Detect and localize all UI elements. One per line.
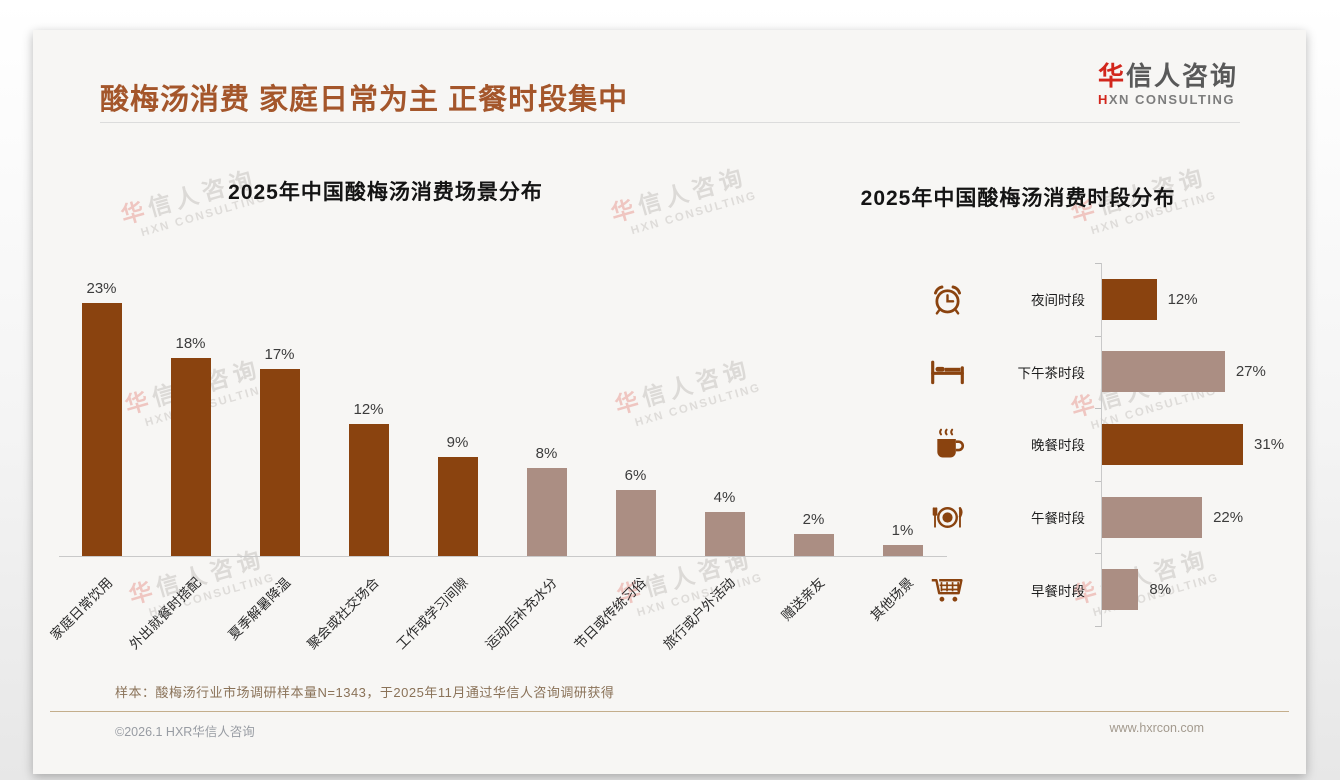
daypart-bar-value-label: 12% bbox=[1167, 290, 1198, 308]
scene-bar-column: 18% bbox=[146, 296, 235, 556]
daypart-bar-chart: 夜间时段 12% 下午茶时段 27% 晚餐时段 31% 午餐时段 22% 早餐时段 8% bbox=[921, 263, 1303, 627]
scene-bar-column: 9% bbox=[413, 296, 502, 556]
logo-name-rest: 信人咨询 bbox=[1125, 61, 1238, 91]
scene-bar-column: 17% bbox=[235, 296, 324, 556]
footer-divider bbox=[50, 711, 1289, 712]
sample-note: 样本：酸梅汤行业市场调研样本量N=1343，于2025年11月通过华信人咨询调研… bbox=[115, 685, 615, 700]
scene-bar bbox=[704, 512, 745, 556]
scene-bar-value-label: 12% bbox=[353, 401, 384, 418]
shopping-cart-icon bbox=[921, 571, 973, 608]
daypart-category-label: 早餐时段 bbox=[1031, 583, 1085, 599]
daypart-bar bbox=[1102, 496, 1203, 538]
scene-chart-category-labels: 家庭日常饮用 外出就餐时搭配 夏季解暑降温 聚会或社交场合 工作或学习间隙 运动后补充水分… bbox=[47, 562, 947, 672]
scene-bar bbox=[437, 457, 478, 556]
daypart-bar-value-label: 31% bbox=[1254, 435, 1285, 453]
scene-category-label-cell: 节日或传统习俗 bbox=[572, 562, 680, 672]
scene-bar-column: 6% bbox=[591, 296, 680, 556]
scene-bar-value-label: 8% bbox=[535, 445, 558, 462]
scene-bar bbox=[793, 534, 834, 556]
scene-bar-chart: 23% 18% 17% 12% 9% 8% 6% 4% 2% 1% bbox=[57, 280, 947, 556]
scene-category-label: 其他场景 bbox=[867, 574, 916, 624]
daypart-bar-value-label: 8% bbox=[1149, 581, 1172, 599]
page-title: 酸梅汤消费 家庭日常为主 正餐时段集中 bbox=[100, 84, 629, 116]
daypart-bar-value-label: 27% bbox=[1235, 363, 1266, 381]
scene-bar-value-label: 17% bbox=[264, 346, 295, 363]
daypart-category-label: 下午茶时段 bbox=[1017, 365, 1086, 381]
daypart-bar bbox=[1102, 569, 1139, 611]
axis-tick bbox=[1095, 626, 1101, 627]
scene-category-label: 赠送亲友 bbox=[778, 574, 827, 624]
scene-bar-column: 12% bbox=[324, 296, 413, 556]
scene-category-label-cell: 外出就餐时搭配 bbox=[127, 562, 235, 672]
daypart-row: 夜间时段 12% bbox=[921, 263, 1303, 336]
scene-bar-column: 23% bbox=[57, 280, 146, 556]
daypart-row: 下午茶时段 27% bbox=[921, 336, 1303, 409]
logo-name: 华信人咨询 bbox=[1098, 62, 1238, 91]
daypart-row: 早餐时段 8% bbox=[921, 553, 1303, 626]
slide-card: 华信人咨询 HXN CONSULTING 华信人咨询 HXN CONSULTING 华信… bbox=[33, 30, 1306, 774]
scene-category-label-cell: 夏季解暑降温 bbox=[225, 562, 324, 672]
daypart-category-label: 晚餐时段 bbox=[1031, 438, 1085, 454]
scene-bar-value-label: 18% bbox=[175, 335, 206, 352]
daypart-row: 午餐时段 22% bbox=[921, 481, 1303, 554]
scene-bar-value-label: 2% bbox=[802, 511, 825, 528]
scene-bar-column: 2% bbox=[769, 296, 858, 556]
scene-bar bbox=[81, 303, 122, 556]
daypart-category-label: 夜间时段 bbox=[1031, 293, 1085, 309]
axis-tick bbox=[1095, 480, 1101, 482]
logo-tagline-rest: XN CONSULTING bbox=[1108, 91, 1236, 107]
logo-tagline: HXN CONSULTING bbox=[1097, 91, 1238, 107]
logo-accent-char: 华 bbox=[1097, 61, 1126, 91]
header-divider bbox=[100, 122, 1240, 123]
scene-chart-title: 2025年中国酸梅汤消费场景分布 bbox=[228, 181, 543, 204]
scene-bar-value-label: 1% bbox=[891, 522, 914, 539]
daypart-bar bbox=[1102, 278, 1157, 320]
scene-category-label-cell: 赠送亲友 bbox=[769, 562, 858, 672]
scene-bar-value-label: 9% bbox=[446, 434, 469, 451]
scene-category-label-cell: 工作或学习间隙 bbox=[394, 562, 502, 672]
scene-bar bbox=[615, 490, 656, 556]
scene-category-label-cell: 旅行或户外活动 bbox=[661, 562, 769, 672]
scene-category-label: 家庭日常饮用 bbox=[47, 574, 115, 643]
copyright-text: ©2026.1 HXR华信人咨询 bbox=[115, 725, 255, 739]
daypart-category-label: 午餐时段 bbox=[1031, 511, 1085, 527]
alarm-clock-icon bbox=[921, 281, 973, 318]
scene-bar bbox=[170, 358, 211, 556]
scene-bar-value-label: 4% bbox=[713, 489, 736, 506]
daypart-bar-value-label: 22% bbox=[1213, 508, 1244, 526]
daypart-bar bbox=[1102, 351, 1225, 393]
daypart-row: 晚餐时段 31% bbox=[921, 408, 1303, 481]
scene-bar bbox=[882, 545, 923, 556]
logo-tagline-accent: H bbox=[1097, 91, 1109, 107]
scene-category-label-cell: 聚会或社交场合 bbox=[305, 562, 413, 672]
scene-category-label-cell: 家庭日常饮用 bbox=[47, 562, 146, 672]
daypart-chart-axis bbox=[1101, 263, 1102, 627]
scene-bar-value-label: 23% bbox=[86, 280, 117, 297]
axis-tick bbox=[1095, 408, 1101, 410]
axis-tick bbox=[1095, 553, 1101, 555]
scene-bar bbox=[259, 369, 300, 556]
scene-bar bbox=[348, 424, 389, 556]
hot-drink-icon bbox=[921, 426, 973, 463]
daypart-bar bbox=[1102, 423, 1244, 465]
axis-tick bbox=[1095, 263, 1101, 264]
bed-icon bbox=[921, 353, 973, 390]
scene-bar-column: 1% bbox=[858, 296, 947, 556]
scene-chart-baseline bbox=[59, 556, 947, 557]
dining-plate-icon bbox=[921, 499, 973, 536]
website-url: www.hxrcon.com bbox=[1109, 721, 1204, 735]
scene-bar-column: 4% bbox=[680, 296, 769, 556]
axis-tick bbox=[1095, 335, 1101, 337]
scene-bar-value-label: 6% bbox=[624, 467, 647, 484]
scene-category-label-cell: 运动后补充水分 bbox=[483, 562, 591, 672]
scene-bar bbox=[526, 468, 567, 556]
daypart-chart-title: 2025年中国酸梅汤消费时段分布 bbox=[860, 187, 1176, 210]
company-logo: 华信人咨询 HXN CONSULTING bbox=[1098, 62, 1238, 107]
scene-bar-column: 8% bbox=[502, 296, 591, 556]
